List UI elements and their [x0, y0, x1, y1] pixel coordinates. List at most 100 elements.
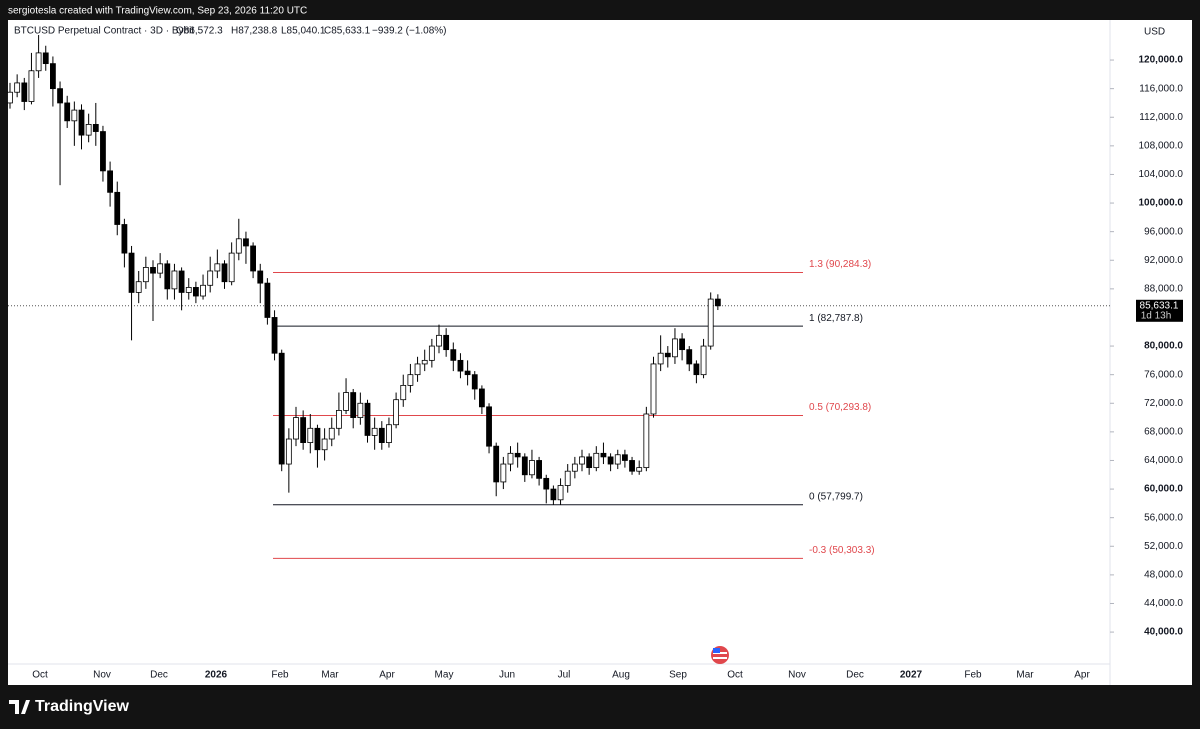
- candle-body: [185, 287, 192, 293]
- candle-body: [593, 452, 600, 469]
- x-tick-label: Apr: [379, 670, 395, 681]
- candle-body: [664, 352, 671, 358]
- candle-body: [607, 456, 614, 465]
- price-countdown: 1d 13h: [1141, 310, 1172, 321]
- x-tick-label: Apr: [1074, 670, 1090, 681]
- ohlc-low: L85,040.1: [281, 26, 326, 37]
- x-tick-label: Sep: [669, 670, 687, 681]
- y-tick-label: 116,000.0: [1139, 83, 1183, 94]
- candle-body: [550, 488, 557, 501]
- candle-body: [293, 417, 299, 440]
- y-tick-label: 88,000.0: [1144, 284, 1183, 295]
- candle-body: [135, 281, 142, 293]
- candle-body: [436, 334, 442, 347]
- candle-body: [100, 131, 106, 172]
- candle-body: [586, 456, 593, 469]
- candle-body: [686, 349, 693, 365]
- x-tick-label: Dec: [150, 670, 168, 681]
- y-tick-label: 112,000.0: [1139, 112, 1183, 123]
- candle-body: [357, 402, 364, 418]
- candle-body: [300, 417, 307, 443]
- candle-body: [328, 427, 335, 440]
- y-tick-label: 48,000.0: [1144, 570, 1183, 581]
- candle-body: [521, 456, 528, 476]
- candle-body: [493, 445, 500, 483]
- y-tick-label: 64,000.0: [1144, 455, 1183, 466]
- candle-body: [171, 270, 178, 290]
- brand: TradingView: [35, 698, 130, 715]
- candle-body: [271, 317, 278, 354]
- candle-body: [636, 467, 643, 472]
- fib-label: 1 (82,787.8): [809, 313, 863, 324]
- candle-body: [693, 363, 700, 376]
- candle-body: [428, 345, 435, 361]
- y-tick-label: 104,000.0: [1139, 169, 1184, 180]
- x-tick-label: Feb: [964, 670, 982, 681]
- candle-body: [57, 88, 63, 104]
- x-tick-label: Jul: [558, 670, 571, 681]
- candle-body: [378, 427, 385, 443]
- candle-body: [450, 349, 457, 361]
- candle-body: [92, 123, 99, 132]
- candle-body: [421, 359, 428, 365]
- candle-body: [228, 252, 235, 283]
- x-tick-label: Nov: [93, 670, 111, 681]
- candle-body: [235, 238, 242, 254]
- candle-body: [478, 388, 485, 408]
- fib-label: 0 (57,799.7): [809, 491, 863, 502]
- x-tick-label: Mar: [1016, 670, 1034, 681]
- candle-body: [250, 245, 257, 272]
- candle-body: [307, 427, 314, 443]
- y-tick-label: 100,000.0: [1139, 198, 1184, 209]
- candle-body: [21, 82, 28, 102]
- candle-body: [679, 338, 685, 351]
- candle-body: [393, 399, 400, 426]
- ohlc-open: O86,572.3: [176, 26, 223, 37]
- candle-body: [178, 270, 185, 293]
- x-tick-label: Dec: [846, 670, 864, 681]
- candle-body: [35, 52, 42, 72]
- candle-body: [107, 170, 113, 193]
- candle-body: [278, 352, 285, 465]
- candle-body: [407, 374, 414, 386]
- candle-body: [71, 109, 78, 122]
- candle-body: [400, 384, 407, 401]
- y-tick-label: 108,000.0: [1139, 140, 1184, 151]
- y-tick-label: 52,000.0: [1144, 541, 1183, 552]
- candle-body: [157, 263, 164, 274]
- candle-body: [700, 345, 707, 376]
- x-tick-label: Aug: [612, 670, 630, 681]
- candle-body: [564, 470, 571, 486]
- candle-body: [214, 263, 221, 272]
- candle-body: [7, 91, 13, 104]
- candle-body: [707, 298, 714, 347]
- logo: [9, 700, 30, 714]
- candle-body: [121, 224, 128, 254]
- candle-body: [457, 359, 464, 372]
- y-tick-label: 92,000.0: [1144, 255, 1183, 266]
- candle-body: [629, 460, 635, 472]
- candle-body: [714, 298, 721, 307]
- x-tick-label: Feb: [271, 670, 289, 681]
- candle-body: [371, 427, 378, 436]
- candle-body: [471, 374, 478, 390]
- candle-body: [28, 70, 35, 102]
- candle-body: [557, 485, 564, 501]
- x-tick-label: Mar: [321, 670, 339, 681]
- candle-body: [114, 191, 121, 225]
- candle-body: [672, 338, 678, 358]
- candle-body: [243, 238, 249, 247]
- symbol: BTCUSD Perpetual Contract · 3D · Bybit: [14, 26, 194, 37]
- candle-body: [150, 267, 156, 274]
- candle-body: [42, 52, 49, 65]
- candle-body: [221, 263, 228, 283]
- candle-body: [507, 452, 514, 465]
- y-tick-label: 120,000.0: [1139, 55, 1184, 66]
- candle-body: [657, 352, 664, 365]
- candle-body: [200, 284, 206, 297]
- candle-body: [571, 463, 578, 472]
- candle-body: [321, 438, 328, 451]
- candle-body: [285, 438, 292, 465]
- y-tick-label: 40,000.0: [1144, 627, 1183, 638]
